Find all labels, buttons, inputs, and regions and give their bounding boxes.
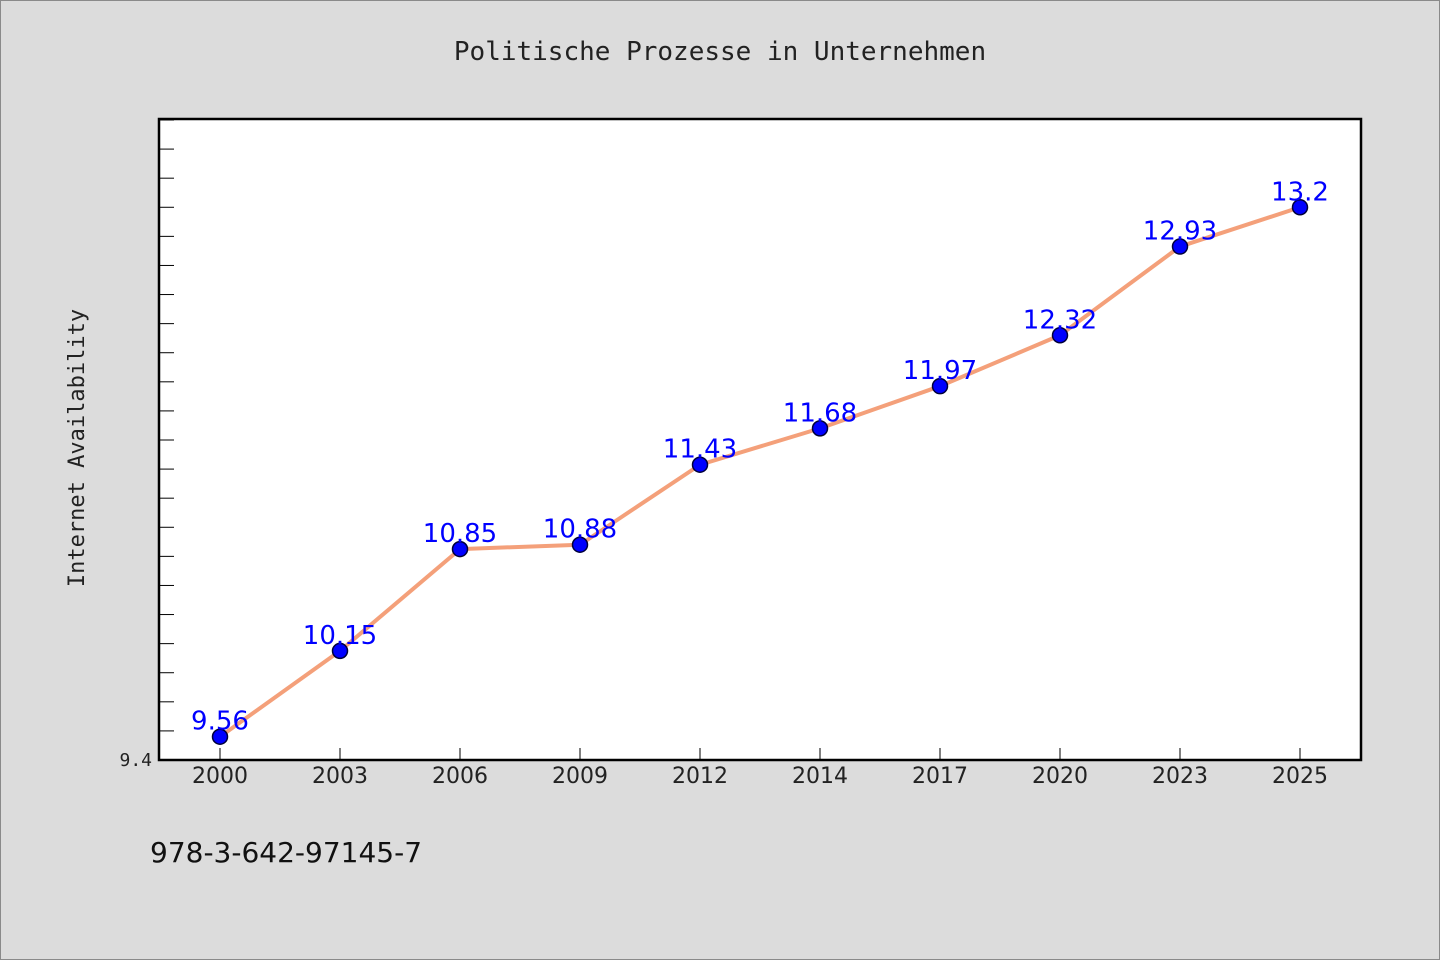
data-point — [211, 728, 229, 745]
data-point — [1171, 238, 1189, 255]
data-label: 11.68 — [783, 398, 857, 428]
data-point — [811, 420, 829, 437]
data-label: 12.93 — [1143, 217, 1217, 247]
data-point — [931, 377, 949, 395]
data-label: 10.88 — [543, 515, 617, 545]
x-tick-label: 2014 — [792, 764, 848, 789]
x-tick-label: 2006 — [432, 764, 488, 789]
data-label: 10.15 — [303, 621, 377, 651]
data-label: 13.2 — [1271, 177, 1329, 207]
data-label: 10.85 — [423, 519, 497, 549]
data-label: 12.32 — [1023, 305, 1097, 335]
x-tick-label: 2017 — [912, 764, 968, 789]
data-point — [451, 540, 469, 558]
series-line — [218, 205, 1302, 739]
plot-area — [157, 117, 1363, 762]
x-tick-label: 2003 — [312, 764, 368, 789]
data-label: 11.97 — [903, 356, 977, 386]
data-point — [691, 456, 709, 473]
x-tick-label: 2020 — [1032, 764, 1088, 789]
data-label: 9.56 — [191, 707, 249, 737]
data-point — [1051, 327, 1069, 344]
y-axis-ticks — [160, 119, 174, 761]
x-axis-ticks — [219, 748, 1301, 760]
x-tick-label: 2023 — [1152, 764, 1208, 789]
data-label: 11.43 — [663, 435, 737, 465]
x-tick-label: 2012 — [672, 764, 728, 789]
data-point — [331, 642, 349, 660]
data-labels: 9.56 10.15 10.85 10.88 11.43 11.68 11.97 12.32 1… — [191, 177, 1329, 736]
x-tick-label: 2000 — [192, 764, 248, 789]
y-axis-label: Internet Availability — [65, 309, 90, 587]
y-tick-label: 9.4 — [119, 750, 152, 771]
x-tick-label: 2025 — [1272, 764, 1328, 789]
y-axis-tick-labels: 9.4 — [119, 750, 152, 771]
chart-title: Politische Prozesse in Unternehmen — [454, 37, 986, 67]
data-markers — [211, 199, 1309, 745]
isbn-text: 978-3-642-97145-7 — [150, 836, 422, 869]
data-point — [1291, 199, 1309, 216]
x-axis-tick-labels: 2000 2003 2006 2009 2012 2014 2017 2020 2023 2025 — [192, 764, 1328, 789]
data-point — [571, 536, 589, 553]
x-tick-label: 2009 — [552, 764, 608, 789]
